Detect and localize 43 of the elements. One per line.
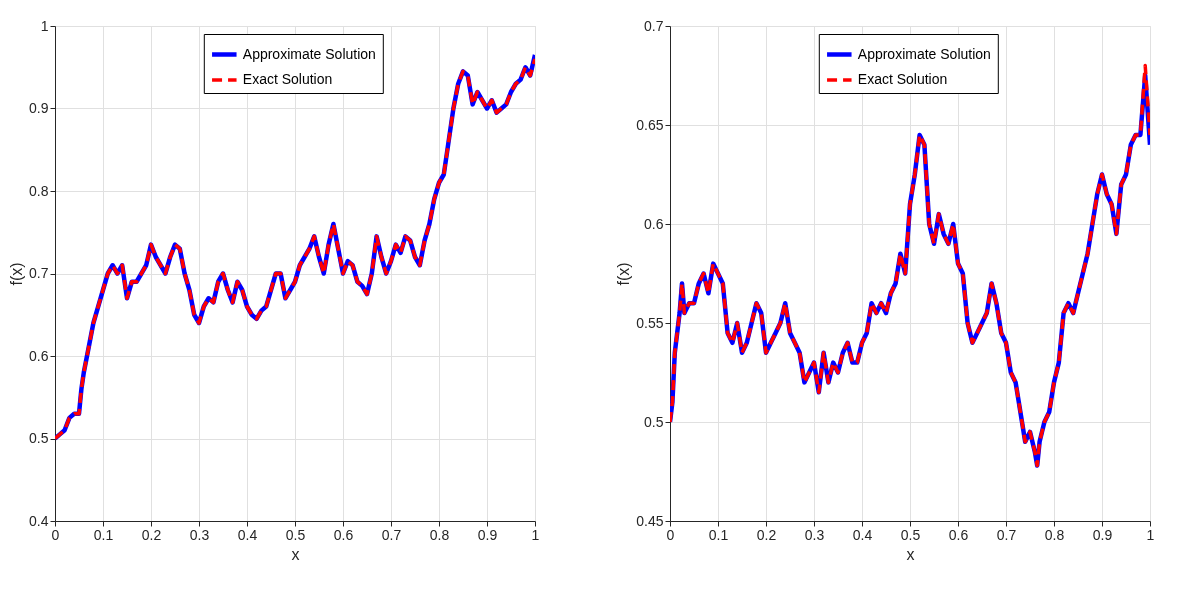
x-tick-label: 0.2 <box>756 526 777 543</box>
x-tick-label: 0.3 <box>804 526 825 543</box>
y-tick-label: 0.8 <box>29 182 49 199</box>
x-tick-label: 0.4 <box>237 526 258 543</box>
x-tick-label: 1 <box>1146 526 1155 543</box>
y-tick-label: 1 <box>40 17 49 34</box>
legend-label: Exact Solution <box>242 71 333 87</box>
x-tick-label: 0.3 <box>189 526 210 543</box>
x-tick-label: 0 <box>666 526 675 543</box>
x-axis-title: x <box>291 545 300 563</box>
x-tick-label: 0.1 <box>93 526 114 543</box>
x-tick-label: 0.7 <box>996 526 1017 543</box>
x-tick-label: 0.8 <box>429 526 450 543</box>
x-tick-label: 0.1 <box>708 526 729 543</box>
x-tick-label: 0.6 <box>948 526 969 543</box>
y-tick-label: 0.6 <box>29 347 49 364</box>
x-tick-label: 0.6 <box>333 526 354 543</box>
x-tick-label: 1 <box>531 526 540 543</box>
y-tick-label: 0.65 <box>636 116 664 133</box>
y-tick-label: 0.6 <box>644 215 664 232</box>
x-tick-label: 0.5 <box>900 526 921 543</box>
y-tick-label: 0.4 <box>29 512 49 529</box>
legend-label: Approximate Solution <box>857 45 991 62</box>
y-tick-label: 0.5 <box>644 413 664 430</box>
x-tick-label: 0.9 <box>477 526 498 543</box>
x-tick-label: 0.5 <box>285 526 306 543</box>
y-tick-label: 0.7 <box>644 17 664 34</box>
x-tick-label: 0 <box>51 526 60 543</box>
x-tick-label: 0.2 <box>141 526 162 543</box>
x-tick-label: 0.4 <box>852 526 873 543</box>
y-tick-label: 0.7 <box>29 265 49 281</box>
y-tick-label: 0.55 <box>636 314 664 331</box>
legend-label: Approximate Solution <box>242 45 376 62</box>
x-axis-title: x <box>906 545 915 563</box>
y-axis-title: f(x) <box>615 262 633 286</box>
y-tick-label: 0.45 <box>636 512 664 529</box>
legend-label: Exact Solution <box>857 71 948 87</box>
x-tick-label: 0.8 <box>1044 526 1065 543</box>
x-tick-label: 0.9 <box>1092 526 1113 543</box>
x-tick-label: 0.7 <box>381 526 402 543</box>
y-tick-label: 0.5 <box>29 430 49 446</box>
y-tick-label: 0.9 <box>29 100 49 116</box>
y-axis-title: f(x) <box>8 262 26 286</box>
